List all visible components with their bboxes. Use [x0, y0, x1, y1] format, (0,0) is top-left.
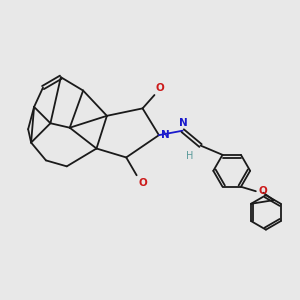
Text: N: N — [179, 118, 188, 128]
Text: O: O — [259, 186, 268, 196]
Text: O: O — [156, 82, 165, 93]
Text: H: H — [186, 151, 194, 161]
Text: N: N — [161, 130, 170, 140]
Text: O: O — [138, 178, 147, 188]
